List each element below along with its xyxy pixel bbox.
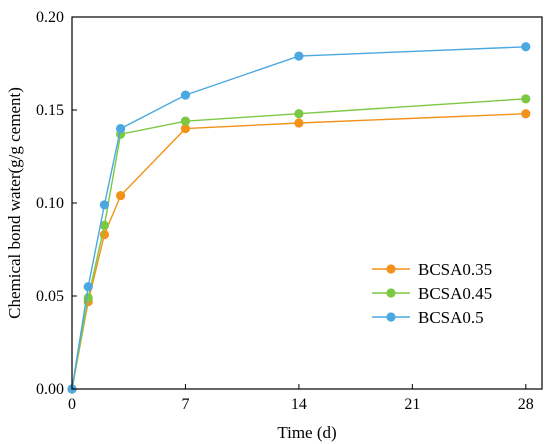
data-point — [521, 109, 531, 119]
series-line-0 — [71, 113, 526, 390]
data-point — [99, 200, 110, 210]
data-point — [99, 220, 110, 230]
y-tick-label: 0.05 — [36, 288, 64, 305]
legend-label: BCSA0.45 — [418, 284, 492, 303]
data-point — [294, 51, 304, 61]
y-tick-label: 0.00 — [36, 381, 64, 398]
plot-frame — [71, 16, 543, 390]
series-line-1 — [71, 98, 526, 390]
data-point — [116, 124, 126, 134]
data-point — [180, 124, 191, 134]
tick-layer: 0 7 14 21 28 0.00 0.05 0.10 0.15 0.20 — [36, 9, 534, 413]
y-tick-label: 0.15 — [36, 102, 64, 119]
x-axis-label: Time (d) — [277, 423, 336, 442]
data-point — [116, 190, 126, 201]
x-tick-label: 21 — [404, 396, 420, 413]
legend-marker — [386, 264, 396, 274]
legend-marker — [386, 312, 396, 322]
legend-label: BCSA0.35 — [418, 260, 492, 279]
data-point — [521, 42, 531, 52]
legend-label: BCSA0.5 — [418, 308, 484, 327]
legend-marker — [386, 288, 396, 298]
x-tick-label: 0 — [68, 396, 76, 413]
data-point — [83, 282, 93, 292]
legend: BCSA0.35 BCSA0.45 BCSA0.5 — [372, 260, 492, 327]
data-point — [83, 293, 93, 303]
y-tick-label: 0.20 — [36, 9, 64, 26]
data-point — [294, 118, 304, 128]
y-tick-label: 0.10 — [36, 195, 64, 212]
x-tick-label: 28 — [518, 396, 534, 413]
x-tick-label: 7 — [181, 396, 189, 413]
data-point — [294, 109, 304, 119]
data-point — [180, 90, 191, 100]
plot-layer — [67, 42, 531, 394]
series-line-2 — [71, 46, 526, 390]
data-point — [521, 94, 531, 104]
y-axis-label: Chemical bond water(g/g cement) — [5, 87, 24, 319]
data-point — [180, 116, 191, 126]
x-tick-label: 14 — [291, 396, 307, 413]
